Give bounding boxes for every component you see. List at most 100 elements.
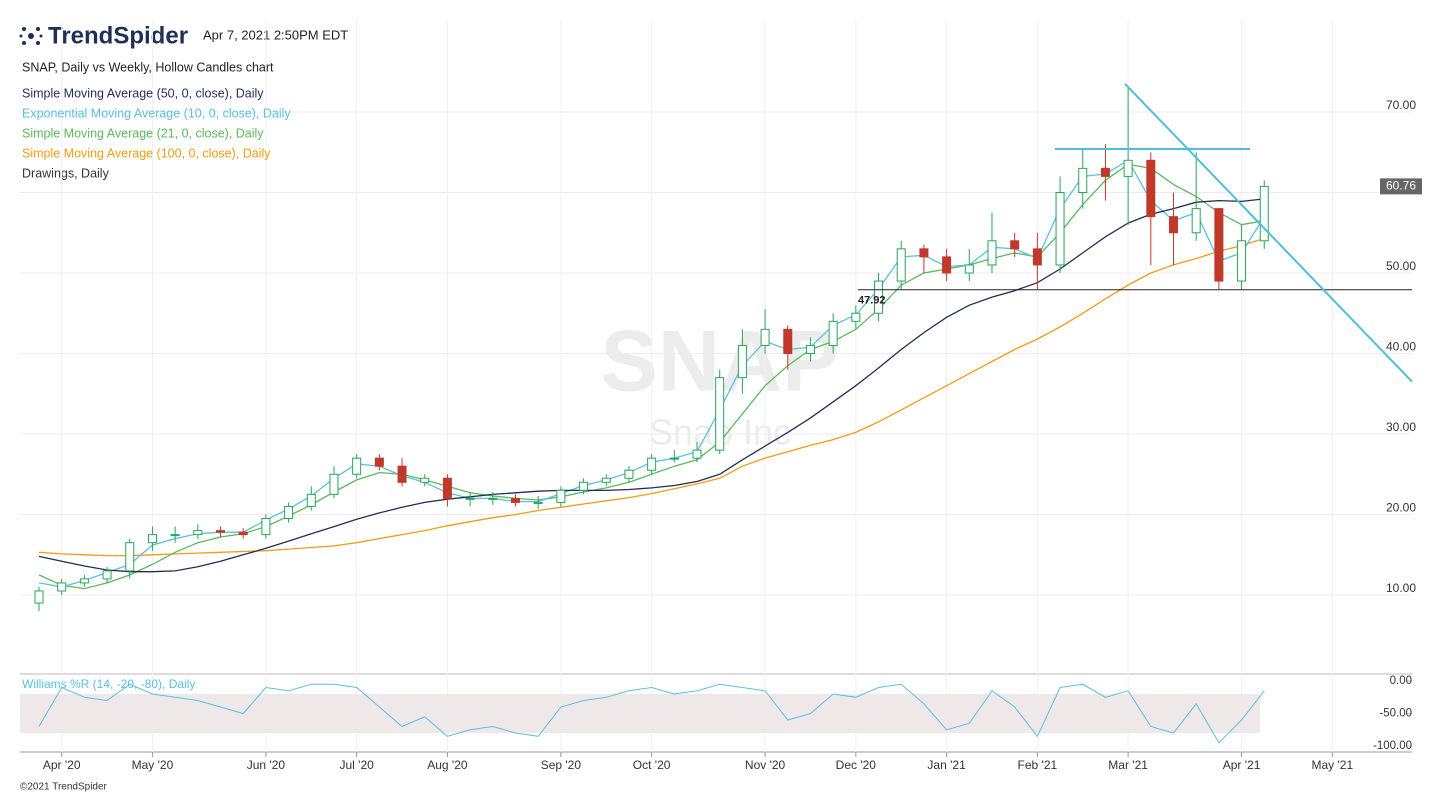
candle-body — [488, 497, 498, 500]
candle-body — [737, 344, 747, 379]
candle-body — [397, 465, 407, 483]
logo-icon — [19, 27, 43, 45]
candle-body — [1055, 192, 1065, 266]
candle-body — [102, 570, 112, 580]
y-tick-label: 40.00 — [1386, 340, 1416, 354]
x-tick-label: Jun '20 — [247, 758, 286, 772]
candle-body — [760, 328, 770, 346]
candle-body — [1237, 240, 1247, 282]
candle-body — [1191, 208, 1201, 234]
candle-body — [715, 377, 725, 451]
logo-dot — [36, 27, 40, 31]
candle-body — [805, 344, 815, 355]
candle-body — [329, 473, 339, 495]
candle-body — [261, 518, 271, 536]
logo-dot — [22, 41, 26, 45]
x-tick-label: Jan '21 — [927, 758, 966, 772]
oscillator-line — [38, 683, 1265, 744]
candle-body — [1259, 185, 1269, 242]
legend-entry: Simple Moving Average (50, 0, close), Da… — [22, 86, 264, 100]
x-tick-label: Apr '21 — [1223, 758, 1261, 772]
candle-body — [828, 320, 838, 346]
candle-body — [306, 493, 316, 507]
candle-body — [125, 542, 135, 572]
timestamp: Apr 7, 2021 2:50PM EDT — [203, 27, 348, 42]
y-tick-label: 0.00 — [1390, 675, 1412, 687]
candle-body — [1078, 167, 1088, 194]
legend-entry: Exponential Moving Average (10, 0, close… — [22, 106, 291, 120]
y-tick-label: 50.00 — [1386, 259, 1416, 273]
candle-body — [919, 248, 929, 258]
legend-entry: Simple Moving Average (100, 0, close), D… — [22, 146, 271, 160]
last-price-box — [1380, 178, 1422, 195]
candle-body — [1169, 216, 1178, 234]
x-tick-label: Sep '20 — [541, 758, 582, 772]
candle-body — [193, 530, 203, 536]
candle-body — [352, 457, 362, 475]
y-tick-label: -50.00 — [1379, 708, 1412, 720]
support-label: 47.92 — [858, 295, 886, 307]
logo-dot — [19, 34, 23, 38]
candle-body — [1123, 159, 1133, 177]
candle-body — [284, 505, 294, 520]
candle-body — [942, 256, 952, 274]
x-tick-label: Nov '20 — [745, 758, 786, 772]
last-price-label: 60.76 — [1386, 179, 1416, 193]
footer: ©2021 TrendSpider — [20, 782, 108, 793]
candle-body — [1214, 208, 1224, 282]
candle-body — [79, 578, 89, 584]
candle-body — [556, 489, 566, 503]
candle-body — [647, 457, 657, 471]
x-tick-label: Dec '20 — [836, 758, 877, 772]
candle-body — [533, 501, 543, 504]
candle-body — [420, 477, 430, 483]
candle-body — [57, 582, 67, 592]
oscillator-band — [20, 694, 1260, 733]
brand: TrendSpider — [48, 22, 188, 49]
x-tick-label: Aug '20 — [427, 758, 468, 772]
candle-body — [1032, 248, 1042, 266]
candle-body — [896, 248, 906, 282]
candle-body — [874, 280, 884, 314]
y-tick-label: 30.00 — [1386, 420, 1416, 434]
candle-body — [374, 457, 384, 467]
x-tick-label: May '20 — [132, 758, 174, 772]
candle-body — [964, 264, 974, 274]
legend-entry: Drawings, Daily — [22, 166, 110, 180]
x-tick-label: Mar '21 — [1108, 758, 1148, 772]
candle-body — [1010, 240, 1020, 250]
y-tick-label: 20.00 — [1386, 501, 1416, 515]
y-tick-label: 70.00 — [1386, 98, 1416, 112]
moving-average-line — [38, 237, 1265, 557]
candle-body — [238, 531, 248, 536]
x-tick-label: Feb '21 — [1018, 758, 1058, 772]
x-tick-label: May '21 — [1312, 758, 1354, 772]
candle-body — [601, 477, 611, 483]
y-tick-label: -100.00 — [1373, 740, 1412, 752]
logo-dot — [22, 27, 26, 31]
candle-body — [669, 457, 679, 460]
trend-line — [1124, 83, 1413, 383]
logo-dot — [36, 41, 40, 45]
candle-body — [624, 469, 634, 479]
candle-body — [579, 481, 589, 491]
candle-body — [170, 534, 180, 537]
candle-body — [851, 312, 861, 322]
candle-body — [442, 477, 452, 499]
candle-body — [216, 530, 226, 533]
candle-body — [1100, 167, 1110, 177]
chart-title: SNAP, Daily vs Weekly, Hollow Candles ch… — [22, 60, 274, 74]
candle-body — [692, 449, 702, 459]
logo-dot — [39, 34, 43, 38]
candle-body — [34, 590, 44, 604]
candle-body — [510, 497, 520, 503]
logo-dot — [28, 33, 34, 39]
candle-body — [783, 328, 793, 355]
candle-body — [987, 240, 997, 266]
legend-entry: Simple Moving Average (21, 0, close), Da… — [22, 126, 264, 140]
x-tick-label: Apr '20 — [43, 758, 81, 772]
y-tick-label: 10.00 — [1386, 581, 1416, 595]
oscillator-title: Williams %R (14, -20, -80), Daily — [22, 677, 195, 691]
